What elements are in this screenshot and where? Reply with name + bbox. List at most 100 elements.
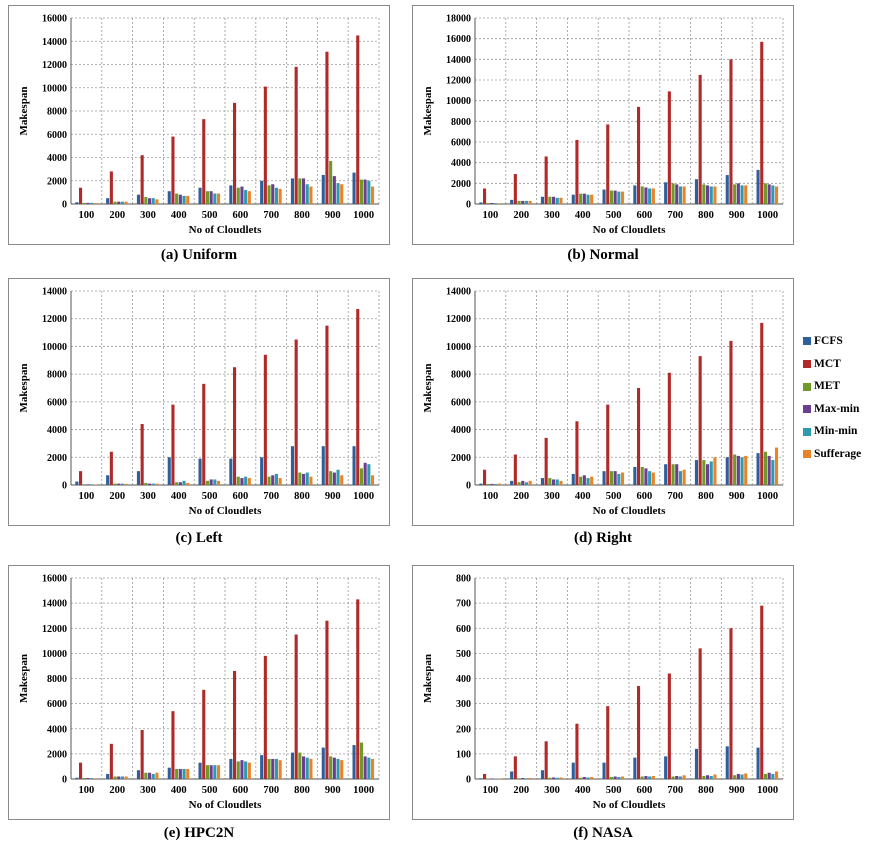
bar-mct-700 — [667, 91, 671, 204]
bar-min-min-700 — [274, 473, 278, 485]
caption-normal: (b) Normal — [567, 247, 639, 263]
bar-met-200 — [113, 483, 117, 485]
bar-fcfs-600 — [633, 466, 637, 485]
bar-max-min-200 — [521, 480, 525, 485]
y-tick-label: 12000 — [42, 60, 67, 71]
bar-max-min-700 — [675, 184, 679, 204]
chart-panel-normal: 0 2000 4000 6000 8000 10000 12000 14000 16000 180… — [412, 5, 794, 265]
bar-met-500 — [205, 765, 209, 779]
bar-met-400 — [175, 193, 179, 204]
bar-min-min-200 — [120, 776, 124, 779]
bar-mct-200 — [513, 756, 517, 779]
bar-met-200 — [517, 200, 521, 204]
bar-max-min-600 — [644, 187, 648, 204]
bar-min-min-300 — [555, 777, 559, 779]
chart-svg-normal: 0 2000 4000 6000 8000 10000 12000 14000 16000 180… — [422, 14, 784, 236]
bar-fcfs-1000 — [756, 747, 760, 779]
bar-sufferage-800 — [713, 457, 717, 485]
bar-sufferage-900 — [744, 773, 748, 779]
caption-uniform: (a) Uniform — [160, 247, 238, 263]
y-tick-label: 14000 — [446, 55, 471, 66]
y-tick-label: 10000 — [42, 342, 67, 353]
y-tick-label: 12000 — [446, 314, 471, 325]
bar-met-600 — [236, 187, 240, 204]
bar-mct-300 — [544, 156, 548, 204]
bar-max-min-200 — [117, 776, 121, 779]
bar-max-min-1000 — [767, 184, 771, 204]
bar-max-min-700 — [271, 758, 275, 779]
bar-min-min-300 — [555, 197, 559, 204]
bar-sufferage-100 — [93, 203, 97, 204]
bar-mct-300 — [544, 741, 548, 779]
bar-fcfs-500 — [602, 762, 606, 779]
caption-hpc2n: (e) HPC2N — [163, 825, 235, 841]
bar-max-min-300 — [552, 479, 556, 485]
bar-fcfs-700 — [664, 182, 668, 204]
bar-met-900 — [733, 775, 737, 779]
bar-mct-100 — [483, 773, 487, 779]
bar-mct-1000 — [356, 309, 360, 485]
bar-met-100 — [82, 202, 86, 204]
bar-mct-400 — [575, 139, 579, 204]
bar-fcfs-900 — [321, 174, 325, 204]
bar-min-min-1000 — [771, 185, 775, 204]
bar-fcfs-500 — [602, 471, 606, 485]
bar-max-min-800 — [706, 775, 710, 779]
bar-mct-400 — [171, 136, 175, 204]
bar-met-800 — [298, 178, 302, 204]
bar-sufferage-800 — [309, 186, 313, 204]
bar-min-min-200 — [524, 778, 528, 779]
x-tick-label: 1000 — [353, 210, 374, 221]
chart-panel-hpc2n: 0 2000 4000 6000 8000 10000 12000 14000 16000 100… — [8, 565, 390, 845]
chart-legend: FCFS MCT MET Max-min Min-min Sufferage — [803, 335, 874, 471]
y-tick-label: 4000 — [451, 425, 471, 436]
x-tick-label: 1000 — [757, 210, 778, 221]
caption-nasa: (f) NASA — [573, 825, 633, 841]
bar-max-min-1000 — [363, 179, 367, 204]
y-tick-label: 600 — [456, 624, 471, 635]
y-tick-label: 12000 — [42, 624, 67, 635]
bar-max-min-500 — [209, 191, 213, 204]
bar-mct-300 — [140, 424, 144, 485]
y-tick-label: 2000 — [47, 176, 67, 187]
bar-met-600 — [640, 186, 644, 204]
bar-max-min-1000 — [767, 772, 771, 779]
bar-fcfs-800 — [694, 748, 699, 779]
bar-min-min-500 — [213, 479, 217, 485]
bar-min-min-1000 — [367, 757, 371, 779]
bar-mct-900 — [729, 340, 733, 485]
bar-max-min-500 — [209, 765, 213, 779]
bar-min-min-100 — [494, 778, 498, 779]
bar-mct-1000 — [760, 605, 764, 779]
bar-max-min-300 — [148, 198, 152, 204]
bar-fcfs-900 — [725, 457, 729, 485]
bar-met-600 — [236, 476, 240, 485]
bar-mct-600 — [637, 388, 641, 485]
bar-met-500 — [205, 191, 209, 204]
y-axis-title: Makespan — [18, 654, 30, 703]
bar-max-min-600 — [240, 186, 244, 204]
bar-max-min-700 — [675, 775, 679, 779]
bar-mct-200 — [109, 743, 113, 779]
legend-swatch-sufferage — [803, 450, 811, 459]
y-axis-title: Makespan — [422, 654, 434, 703]
bar-met-300 — [548, 478, 552, 485]
x-tick-label: 700 — [667, 210, 683, 221]
bar-fcfs-800 — [694, 179, 699, 204]
bar-sufferage-300 — [559, 197, 563, 204]
bar-max-min-800 — [302, 473, 306, 485]
bar-met-400 — [579, 193, 583, 204]
y-tick-label: 0 — [62, 481, 67, 492]
bar-met-800 — [298, 752, 302, 779]
bar-max-min-700 — [675, 464, 679, 485]
y-tick-label: 4000 — [47, 153, 67, 164]
bar-max-min-100 — [86, 484, 90, 485]
bar-sufferage-200 — [124, 483, 128, 485]
bar-sufferage-600 — [247, 191, 251, 204]
bar-min-min-700 — [678, 186, 682, 204]
bar-min-min-200 — [120, 483, 124, 485]
x-tick-label: 400 — [171, 785, 187, 796]
y-tick-label: 14000 — [42, 599, 67, 610]
bar-mct-100 — [79, 187, 83, 204]
bar-fcfs-200 — [106, 475, 110, 485]
